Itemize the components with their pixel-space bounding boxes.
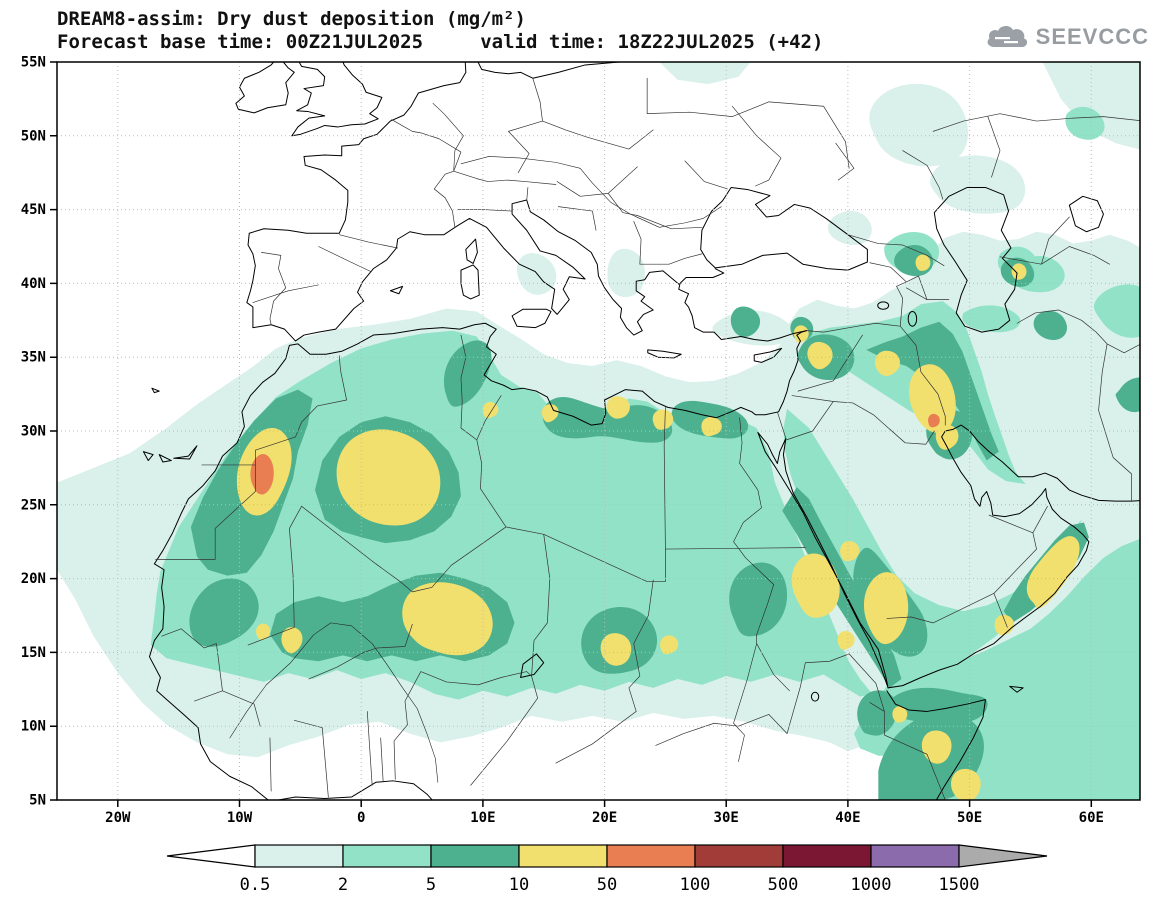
scale-label: 100 bbox=[680, 875, 711, 895]
lon-tick-label: 0 bbox=[357, 810, 365, 826]
dust-level-50-layer bbox=[250, 413, 940, 495]
lat-tick-label: 35N bbox=[21, 350, 46, 366]
scale-segment-2-5 bbox=[342, 844, 432, 868]
scale-label: 1500 bbox=[939, 875, 980, 895]
lon-tick-label: 30E bbox=[714, 810, 739, 826]
scale-segment-50-100 bbox=[606, 844, 696, 868]
axis-ticks bbox=[50, 61, 1093, 807]
scale-segment-10-50 bbox=[518, 844, 608, 868]
seevccc-logo: SEEVCCC bbox=[984, 22, 1149, 52]
rivers-layer bbox=[230, 103, 943, 782]
scale-label: 5 bbox=[426, 875, 436, 895]
lat-tick-label: 40N bbox=[21, 276, 46, 292]
lon-tick-label: 50E bbox=[957, 810, 982, 826]
scale-arrow-right bbox=[958, 844, 1048, 868]
color-scale-labels: 0.5 2 5 10 50 100 500 1000 1500 bbox=[240, 875, 980, 895]
scale-label: 0.5 bbox=[240, 875, 271, 895]
lon-tick-label: 10W bbox=[227, 810, 253, 826]
scale-segment-1000-1500 bbox=[870, 844, 960, 868]
plot-subtitle: Forecast base time: 00Z21JUL2025 valid t… bbox=[57, 31, 824, 53]
plot-title: DREAM8-assim: Dry dust deposition (mg/m²… bbox=[57, 8, 526, 30]
scale-label: 1000 bbox=[851, 875, 892, 895]
lon-tick-label: 40E bbox=[835, 810, 860, 826]
scale-label: 50 bbox=[597, 875, 617, 895]
latitude-axis: 55N 50N 45N 40N 35N 30N 25N 20N 15N 10N … bbox=[21, 55, 46, 809]
lat-tick-label: 25N bbox=[21, 497, 46, 513]
logo-text: SEEVCCC bbox=[1035, 24, 1149, 49]
scale-segment-100-500 bbox=[694, 844, 784, 868]
lat-tick-label: 45N bbox=[21, 202, 46, 218]
plot-title-block: DREAM8-assim: Dry dust deposition (mg/m²… bbox=[57, 8, 823, 54]
scale-segment-0p5-2 bbox=[254, 844, 344, 868]
country-borders-layer bbox=[156, 78, 1144, 800]
islands-lakes-layer bbox=[143, 239, 1023, 701]
lon-tick-label: 10E bbox=[470, 810, 495, 826]
coastlines-layer bbox=[149, 62, 1143, 810]
scale-label: 10 bbox=[509, 875, 529, 895]
lat-tick-label: 5N bbox=[29, 793, 46, 809]
dust-level-10-layer bbox=[236, 254, 1080, 800]
scale-label: 500 bbox=[768, 875, 799, 895]
lat-tick-label: 30N bbox=[21, 424, 46, 440]
scale-label: 2 bbox=[338, 875, 348, 895]
graticule-gridlines bbox=[57, 62, 1140, 800]
lat-tick-label: 50N bbox=[21, 128, 46, 144]
lat-tick-label: 55N bbox=[21, 55, 46, 71]
lon-tick-label: 60E bbox=[1079, 810, 1104, 826]
scale-segment-500-1000 bbox=[782, 844, 872, 868]
longitude-axis: 20W 10W 0 10E 20E 30E 40E 50E 60E bbox=[105, 810, 1104, 826]
lat-tick-label: 15N bbox=[21, 645, 46, 661]
lat-tick-label: 10N bbox=[21, 719, 46, 735]
scale-arrow-left bbox=[166, 844, 256, 868]
lat-tick-label: 20N bbox=[21, 571, 46, 587]
scale-segment-5-10 bbox=[430, 844, 520, 868]
lon-tick-label: 20W bbox=[105, 810, 131, 826]
cloud-icon bbox=[987, 25, 1027, 47]
lon-tick-label: 20E bbox=[592, 810, 617, 826]
map-clipped-area bbox=[57, 62, 1144, 810]
color-scale-bar bbox=[166, 844, 1048, 868]
